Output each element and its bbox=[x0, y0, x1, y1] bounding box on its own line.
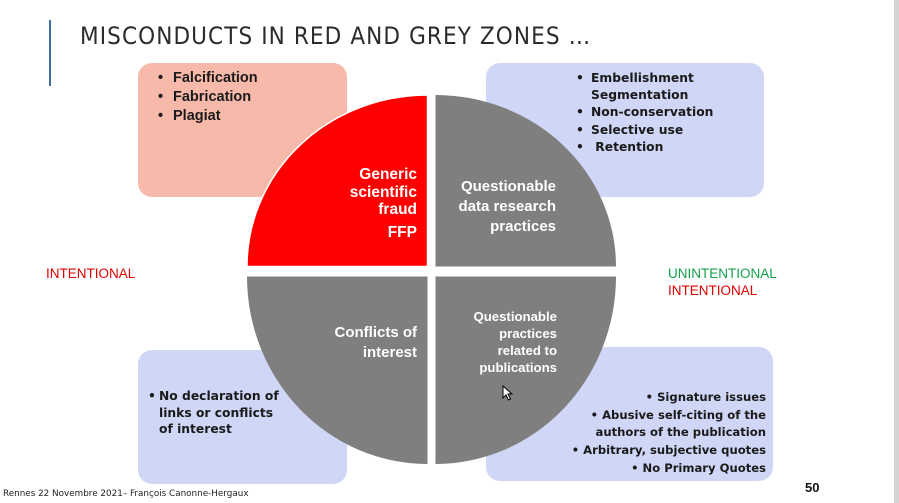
intentional-label-right: INTENTIONAL bbox=[668, 283, 758, 298]
quadrant-conflicts bbox=[247, 276, 428, 464]
conflicts-list: No declaration of links or conflicts of … bbox=[138, 350, 347, 438]
list-item: • Arbitrary, subjective quotes bbox=[571, 442, 766, 457]
quadrant-publications-label: Questionable practices related to public… bbox=[473, 308, 557, 376]
publication-practices-list: • Signature issues • Abusive self-citing… bbox=[486, 347, 773, 476]
quadrant-conflicts-label: Conflicts of interest bbox=[335, 323, 418, 363]
list-item: Falcification bbox=[158, 69, 347, 88]
quadrant-ffp-acronym: FFP bbox=[387, 223, 417, 241]
list-item: Fabrication bbox=[158, 88, 347, 107]
title-accent-bar bbox=[49, 20, 51, 86]
page-number: 50 bbox=[805, 480, 820, 495]
quadrant-publications-line: publications bbox=[479, 360, 557, 375]
quadrant-conflicts-line: Conflicts of bbox=[334, 324, 418, 341]
quadrant-publications-line: Questionable bbox=[473, 309, 557, 324]
quadrant-ffp-line: scientific bbox=[349, 183, 417, 201]
list-item: Plagiat bbox=[158, 107, 347, 126]
quadrant-data-line: Questionable bbox=[460, 178, 556, 195]
list-item: Embellishment Segmentation bbox=[576, 70, 764, 103]
list-item: Retention bbox=[576, 139, 764, 156]
list-item: • No Primary Quotes bbox=[631, 460, 766, 475]
intentional-label: INTENTIONAL bbox=[46, 266, 136, 281]
quadrant-ffp-label: Generic scientific fraud FFP bbox=[350, 166, 417, 241]
slide-title: MISCONDUCTS IN RED AND GREY ZONES … bbox=[80, 22, 592, 50]
ffp-examples-box: Falcification Fabrication Plagiat bbox=[138, 63, 347, 197]
quadrant-data-line: data research bbox=[458, 198, 556, 215]
list-item: No declaration of links or conflicts of … bbox=[148, 388, 347, 438]
ffp-list: Falcification Fabrication Plagiat bbox=[138, 63, 347, 126]
misconduct-quadrant-diagram bbox=[246, 94, 616, 464]
mouse-pointer-icon bbox=[502, 385, 513, 401]
quadrant-conflicts-line: interest bbox=[362, 344, 417, 361]
list-item: Non-conservation bbox=[576, 104, 764, 121]
quadrant-publications-line: related to bbox=[497, 343, 557, 358]
quadrant-data-label: Questionable data research practices bbox=[458, 177, 556, 237]
quadrant-ffp-line: fraud bbox=[378, 201, 417, 218]
list-item: • Signature issues bbox=[645, 390, 766, 404]
quadrant-ffp bbox=[246, 94, 429, 268]
slide-footer: Rennes 22 Novembre 2021– François Canonn… bbox=[3, 489, 249, 499]
quadrant-publications bbox=[435, 276, 616, 464]
list-item: Selective use bbox=[576, 122, 764, 139]
data-practices-list: Embellishment Segmentation Non-conservat… bbox=[486, 63, 764, 156]
quadrant-data-practices bbox=[435, 95, 616, 267]
quadrant-ffp-line: Generic bbox=[359, 166, 417, 183]
quadrant-publications-line: practices bbox=[499, 326, 557, 341]
quadrant-data-line: practices bbox=[490, 218, 556, 235]
slide-edge bbox=[894, 0, 899, 503]
list-item: • Abusive self-citing of the authors of … bbox=[590, 408, 766, 439]
unintentional-label: UNINTENTIONAL bbox=[668, 266, 777, 281]
